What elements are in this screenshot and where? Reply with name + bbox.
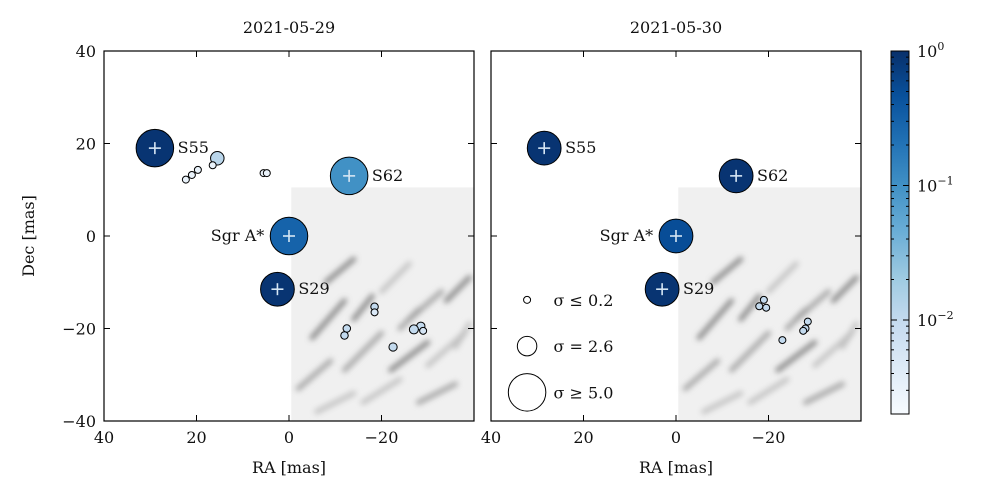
source-label: S55 [565, 138, 596, 157]
residual-streak [351, 293, 375, 322]
panel-title: 2021-05-29 [243, 18, 335, 37]
x-tick-label: −20 [752, 428, 786, 447]
y-tick-label: −20 [62, 320, 96, 339]
faint-source-marker [778, 336, 787, 345]
y-axis-label: Dec [mas] [19, 195, 38, 277]
y-tick-label: −40 [62, 412, 96, 431]
x-tick-label: −20 [365, 428, 399, 447]
faint-source-marker [759, 295, 768, 304]
faint-source-marker [340, 331, 349, 340]
colorbar-tick-label: 10−1 [917, 174, 954, 195]
source-label: Sgr A* [211, 226, 265, 245]
residual-streak [775, 339, 818, 373]
faint-source-marker [755, 302, 764, 311]
legend-marker [516, 335, 538, 357]
colorbar-tick-label: 100 [917, 40, 944, 61]
faint-sources [755, 295, 812, 345]
residual-streak [803, 381, 845, 405]
x-axis-label: RA [mas] [252, 458, 326, 477]
faint-source-marker [342, 324, 352, 333]
colorbar: 100 10−1 10−2 [890, 40, 954, 415]
source-label: Sgr A* [600, 226, 654, 245]
legend-marker [523, 295, 532, 304]
faint-source-marker [370, 308, 379, 317]
faint-source-marker [803, 317, 812, 326]
residual-streak [443, 275, 472, 304]
residual-streak [360, 376, 403, 405]
faint-source-marker [388, 342, 398, 352]
panel-title: 2021-05-30 [630, 18, 722, 37]
source-label: S55 [178, 138, 209, 157]
residual-streak [416, 381, 458, 405]
source-label: S29 [298, 279, 329, 298]
x-tick-label: 20 [573, 428, 593, 447]
residual-blobs [682, 256, 859, 415]
legend-marker [507, 373, 547, 412]
legend-label: σ ≤ 0.2 [553, 291, 613, 310]
x-tick-label: 0 [284, 428, 294, 447]
residual-streak [397, 307, 421, 331]
panel-2021-05-30: 40 20 0 −20 2021-05-30 RA [mas] S55 S62 Sgr A* S2… [481, 18, 862, 477]
faint-source-marker [262, 169, 271, 178]
residual-streak [295, 358, 334, 392]
residual-streak [840, 321, 859, 350]
residual-streak [323, 256, 357, 285]
faint-source-marker [208, 161, 217, 170]
residual-streak [696, 298, 734, 341]
panel-2021-05-29: 40 20 0 −20 −40 −20 0 20 40 2021-05-29 RA [mas] Dec… [19, 18, 475, 477]
residual-streak [766, 261, 799, 294]
faint-source-marker [799, 326, 808, 335]
y-tick-label: 0 [86, 227, 96, 246]
residual-image [678, 187, 861, 421]
source-label: S29 [683, 279, 714, 298]
residual-streak [729, 330, 771, 373]
residual-streak [784, 307, 808, 331]
residual-background [291, 187, 474, 421]
residual-streak [342, 330, 384, 373]
colorbar-gradient [890, 50, 910, 415]
residual-streak [682, 358, 721, 392]
faint-source-marker [187, 170, 196, 179]
residual-streak [309, 298, 347, 341]
legend-label: σ = 2.6 [553, 337, 613, 356]
residual-streak [830, 275, 859, 304]
faint-source-marker [762, 303, 771, 312]
x-axis-label: RA [mas] [639, 458, 713, 477]
residual-background [678, 187, 861, 421]
legend-label: σ ≥ 5.0 [553, 383, 613, 402]
y-tick-label: 20 [76, 135, 96, 154]
y-tick-label: 40 [76, 42, 96, 61]
residual-streak [710, 256, 744, 285]
residual-blobs [295, 256, 472, 415]
faint-sources [181, 151, 428, 352]
residual-streak [738, 293, 762, 322]
residual-image [291, 187, 474, 421]
legend: σ ≤ 0.2 σ = 2.6 σ ≥ 5.0 [507, 291, 613, 412]
residual-streak [379, 261, 412, 294]
source-label: S62 [757, 166, 788, 185]
colorbar-tick-label: 10−2 [917, 309, 954, 330]
x-tick-label: 0 [671, 428, 681, 447]
faint-source-marker [193, 165, 202, 174]
residual-streak [453, 321, 472, 350]
residual-streak [314, 390, 357, 415]
x-tick-label: 40 [481, 428, 501, 447]
residual-streak [388, 339, 431, 373]
faint-source-marker [419, 326, 428, 335]
source-label: S62 [372, 166, 403, 185]
faint-source-marker [408, 324, 419, 335]
x-tick-label: 20 [186, 428, 206, 447]
faint-source-marker [181, 175, 190, 184]
x-tick-label: 40 [94, 428, 114, 447]
residual-streak [747, 376, 790, 405]
residual-streak [701, 390, 744, 415]
